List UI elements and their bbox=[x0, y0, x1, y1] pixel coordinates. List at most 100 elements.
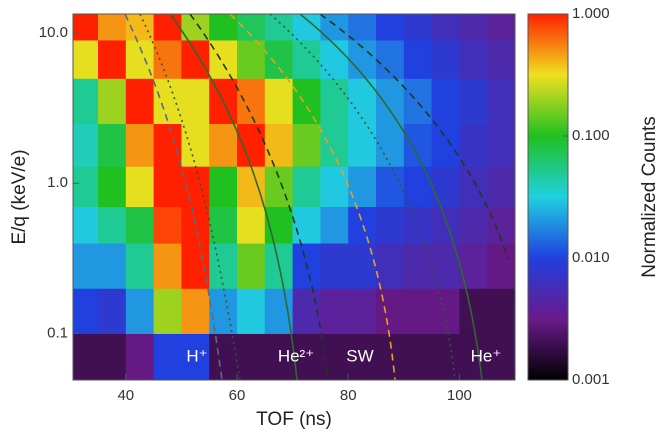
heatmap-cell bbox=[181, 206, 210, 244]
x-tick-label: 80 bbox=[340, 387, 357, 404]
heatmap-cell bbox=[237, 78, 266, 125]
heatmap-cell bbox=[181, 333, 210, 381]
heatmap-cell bbox=[209, 206, 238, 244]
model-curve bbox=[269, 13, 456, 381]
heatmap-cell bbox=[153, 39, 182, 79]
heatmap-cell bbox=[125, 243, 155, 289]
heatmap-cell bbox=[403, 39, 433, 79]
heatmap-cell bbox=[237, 206, 266, 244]
heatmap-cell bbox=[376, 288, 405, 334]
heatmap-cell bbox=[264, 39, 294, 79]
heatmap-cell bbox=[459, 166, 488, 208]
x-tick-label: 100 bbox=[447, 387, 472, 404]
heatmap-cell bbox=[431, 333, 460, 381]
heatmap-cell bbox=[403, 14, 433, 41]
heatmap-cell bbox=[98, 123, 127, 167]
heatmap-cell bbox=[153, 166, 182, 208]
heatmap-cell bbox=[487, 206, 516, 244]
colorbar-tick-label: 0.010 bbox=[572, 249, 610, 266]
heatmap-cell bbox=[209, 333, 238, 381]
annotation: He⁺ bbox=[471, 346, 502, 365]
heatmap-cell bbox=[487, 123, 516, 167]
heatmap-cell bbox=[431, 166, 460, 208]
heatmap-cell bbox=[376, 333, 405, 381]
annotation: SW bbox=[346, 346, 373, 365]
heatmap-cell bbox=[487, 243, 516, 289]
heatmap-cell bbox=[459, 39, 488, 79]
heatmap-cell bbox=[292, 78, 321, 125]
heatmap-cell bbox=[153, 78, 182, 125]
heatmap-cell bbox=[292, 206, 321, 244]
model-curve bbox=[189, 13, 329, 381]
heatmap-cell bbox=[73, 288, 99, 334]
model-curve bbox=[169, 13, 298, 381]
heatmap-cell bbox=[237, 243, 266, 289]
heatmap-cell bbox=[209, 243, 238, 289]
heatmap-cell bbox=[125, 123, 155, 167]
heatmap-cell bbox=[320, 123, 349, 167]
heatmap-cell bbox=[348, 166, 377, 208]
heatmap-cell bbox=[98, 206, 127, 244]
heatmap-cell bbox=[376, 14, 405, 41]
heatmap-cell bbox=[73, 78, 99, 125]
heatmap-cell bbox=[431, 123, 460, 167]
heatmap-cell bbox=[320, 166, 349, 208]
x-tick-label: 40 bbox=[117, 387, 134, 404]
heatmap-cell bbox=[237, 288, 266, 334]
heatmap-cell bbox=[403, 78, 433, 125]
heatmap-cell bbox=[209, 166, 238, 208]
heatmap-cell bbox=[153, 206, 182, 244]
heatmap-cell bbox=[348, 333, 377, 381]
heatmap-cell bbox=[487, 39, 516, 79]
heatmap-cell bbox=[292, 123, 321, 167]
heatmap-cell bbox=[348, 288, 377, 334]
heatmap-cell bbox=[98, 39, 127, 79]
heatmap-cell bbox=[403, 123, 433, 167]
colorbar-tick-label: 0.001 bbox=[572, 371, 610, 388]
heatmap-cell bbox=[264, 123, 294, 167]
heatmap bbox=[73, 14, 516, 381]
heatmap-cell bbox=[209, 39, 238, 79]
annotation: He²⁺ bbox=[278, 346, 314, 365]
y-axis-title: E/q (keV/e) bbox=[9, 149, 30, 244]
heatmap-cell bbox=[125, 166, 155, 208]
heatmap-cell bbox=[487, 78, 516, 125]
heatmap-cell bbox=[487, 14, 516, 41]
heatmap-cell bbox=[181, 78, 210, 125]
heatmap-cell bbox=[348, 123, 377, 167]
heatmap-cell bbox=[181, 166, 210, 208]
heatmap-cell bbox=[487, 288, 516, 334]
heatmap-cell bbox=[459, 206, 488, 244]
heatmap-cell bbox=[487, 333, 516, 381]
heatmap-cell bbox=[376, 123, 405, 167]
y-tick-label: 0.1 bbox=[47, 324, 68, 341]
heatmap-cell bbox=[73, 123, 99, 167]
heatmap-cell bbox=[459, 78, 488, 125]
heatmap-cell bbox=[487, 166, 516, 208]
heatmap-cell bbox=[209, 14, 238, 41]
colorbar bbox=[527, 13, 569, 381]
colorbar-tick-label: 1.000 bbox=[572, 5, 610, 22]
plot-frame bbox=[72, 13, 516, 381]
heatmap-cell bbox=[431, 14, 460, 41]
heatmap-cell bbox=[264, 166, 294, 208]
heatmap-cell bbox=[403, 166, 433, 208]
heatmap-cell bbox=[376, 166, 405, 208]
heatmap-cell bbox=[459, 333, 488, 381]
heatmap-cell bbox=[209, 123, 238, 167]
heatmap-cell bbox=[237, 39, 266, 79]
heatmap-cell bbox=[292, 39, 321, 79]
y-tick-label: 10.0 bbox=[39, 24, 68, 41]
colorbar-title: Normalized Counts bbox=[639, 116, 660, 278]
heatmap-cell bbox=[153, 333, 182, 381]
heatmap-cell bbox=[403, 288, 433, 334]
model-curves bbox=[124, 13, 509, 381]
heatmap-cell bbox=[376, 39, 405, 79]
heatmap-cell bbox=[153, 243, 182, 289]
x-axis-title: TOF (ns) bbox=[256, 409, 332, 430]
model-curve bbox=[124, 13, 223, 381]
heatmap-cell bbox=[320, 206, 349, 244]
heatmap-cell bbox=[459, 14, 488, 41]
